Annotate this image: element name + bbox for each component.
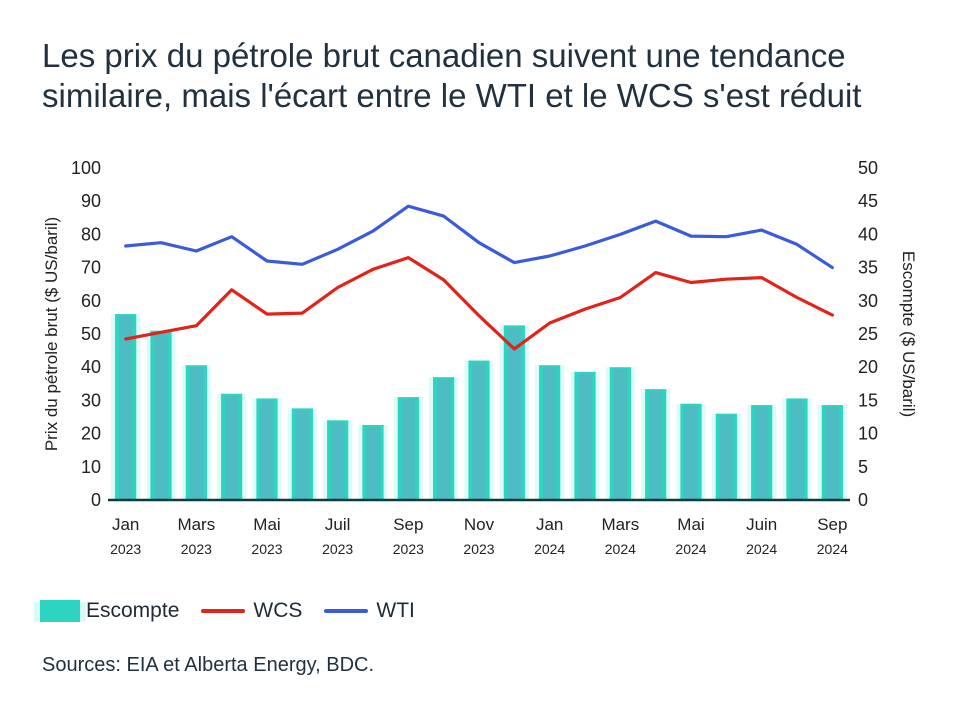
y-tick-label-left: 60 [81,291,101,311]
bar-escompte-overlay [649,391,663,500]
x-tick-label-month: Mai [253,515,280,534]
y-tick-label-left: 10 [81,457,101,477]
y-tick-label-left: 0 [91,490,101,510]
bar-escompte-overlay [613,369,627,500]
y-tick-label-left: 30 [81,390,101,410]
x-tick-label-year: 2024 [605,541,636,557]
y-tick-label-right: 50 [858,158,878,178]
legend-item-wti: WTI [324,599,415,623]
bar-escompte-overlay [825,407,839,500]
legend-swatch-wcs [201,609,246,613]
x-tick-label-year: 2023 [393,541,424,557]
bar-escompte-overlay [119,316,133,500]
legend-label-wcs: WCS [253,599,303,622]
bar-escompte-overlay [260,400,274,500]
lines-layer [124,204,834,351]
legend-item-wcs: WCS [201,599,302,623]
x-tick-label-year: 2023 [181,541,212,557]
x-tick-label-year: 2023 [322,541,353,557]
x-tick-label-month: Juin [746,515,777,534]
legend-label-wti: WTI [376,599,415,622]
y-axis-label-right: Escompte ($ US/baril) [899,251,918,417]
bar-escompte-overlay [755,407,769,500]
legend-swatch-escompte [34,600,86,622]
bar-escompte-overlay [507,327,521,500]
y-tick-label-left: 70 [81,258,101,278]
y-tick-label-right: 30 [858,291,878,311]
x-tick-label-month: Mai [677,515,704,534]
y-tick-label-right: 10 [858,424,878,444]
bar-escompte-overlay [790,400,804,500]
y-tick-label-left: 90 [81,191,101,211]
x-tick-label-month: Jan [112,515,139,534]
legend-item-escompte: Escompte [34,599,180,623]
bar-escompte-overlay [295,410,309,500]
axis-layer: 0 10 20 30 40 50 60 70 80 90 100 0 5 10 15 20 25 30 35 40 45… [71,158,878,557]
x-tick-label-year: 2023 [463,541,494,557]
legend-label-escompte: Escompte [86,599,180,622]
y-tick-label-right: 45 [858,191,878,211]
bars-layer [111,314,847,500]
bar-escompte-overlay [189,367,203,500]
x-tick-label-month: Mars [601,515,639,534]
bar-escompte-overlay [543,367,557,500]
bar-escompte-overlay [154,332,168,500]
bar-escompte-overlay [719,415,733,500]
x-tick-label-month: Nov [464,515,495,534]
y-tick-label-right: 0 [858,490,868,510]
y-tick-label-left: 100 [71,158,101,178]
y-tick-label-left: 50 [81,324,101,344]
x-tick-label-year: 2024 [675,541,706,557]
y-axis-label-left: Prix du pétrole brut ($ US/baril) [42,217,61,451]
x-tick-label-month: Jan [536,515,563,534]
bar-escompte-overlay [366,426,380,500]
bar-escompte-overlay [437,379,451,500]
source-note: Sources: EIA et Alberta Energy, BDC. [42,654,375,676]
x-tick-label-year: 2024 [817,541,848,557]
bar-escompte-overlay [331,422,345,500]
y-tick-label-left: 40 [81,357,101,377]
line-wti [124,204,834,270]
y-tick-label-right: 20 [858,357,878,377]
x-tick-label-month: Sep [393,515,423,534]
x-tick-label-year: 2024 [746,541,777,557]
y-tick-label-right: 35 [858,258,878,278]
y-tick-label-right: 40 [858,224,878,244]
line-wcs [124,256,834,351]
x-tick-label-month: Sep [817,515,847,534]
x-tick-label-month: Mars [177,515,215,534]
bar-escompte-overlay [578,373,592,500]
bar-escompte-overlay [684,405,698,500]
y-tick-label-left: 80 [81,224,101,244]
legend: Escompte WCS WTI [34,596,437,626]
y-tick-label-left: 20 [81,424,101,444]
bar-escompte-overlay [225,395,239,500]
x-tick-label-year: 2023 [251,541,282,557]
bar-escompte-overlay [401,399,415,500]
y-tick-label-right: 25 [858,324,878,344]
x-tick-label-year: 2023 [110,541,141,557]
bar-escompte-overlay [472,362,486,500]
y-tick-label-right: 15 [858,390,878,410]
legend-swatch-wti [324,609,369,613]
x-tick-label-month: Juil [325,515,351,534]
chart-title: Les prix du pétrole brut canadien suiven… [42,37,862,114]
x-tick-label-year: 2024 [534,541,565,557]
y-tick-label-right: 5 [858,457,868,477]
